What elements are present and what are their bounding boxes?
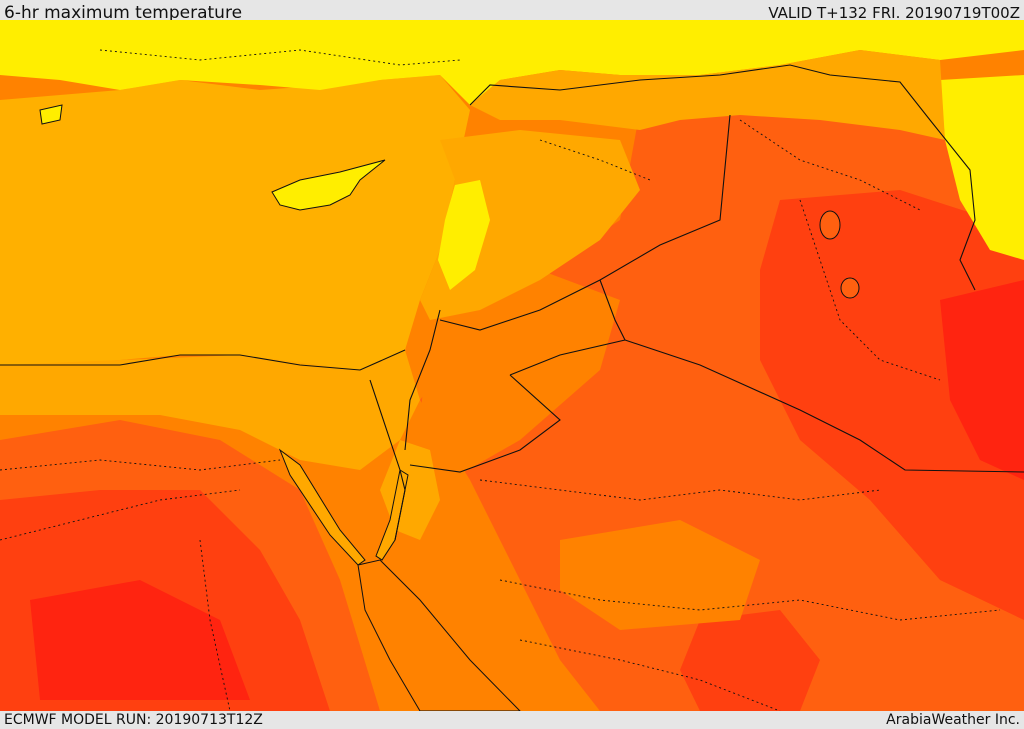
red-zone-east: [940, 280, 1024, 480]
lake-tharthar: [819, 210, 841, 240]
crete: [39, 104, 63, 125]
light-orange-north: [470, 50, 945, 140]
yellow-zagros: [940, 75, 1024, 260]
light-orange-levant: [420, 130, 640, 320]
province-borders: [0, 49, 1001, 711]
red-sea: [357, 559, 521, 711]
light-orange-belt-egypt: [0, 350, 420, 470]
orange-patch-jordan: [420, 270, 620, 480]
orange-patch-south: [560, 520, 760, 630]
mediterranean-sea: [0, 75, 470, 370]
valid-time: VALID T+132 FRI. 20190719T00Z: [768, 4, 1020, 22]
yellow-lebanon: [438, 180, 490, 290]
footer-bar: [0, 711, 1024, 729]
red-zone-west: [30, 580, 250, 700]
model-run-label: ECMWF MODEL RUN: 20190713T12Z: [4, 712, 263, 728]
credit-label: ArabiaWeather Inc.: [886, 712, 1020, 728]
cyprus: [271, 159, 386, 211]
map-title: 6-hr maximum temperature: [4, 3, 243, 23]
yellow-turkey-coast: [0, 20, 1024, 105]
country-borders: [0, 64, 1024, 541]
gulf-of-suez: [278, 448, 366, 566]
gulf-of-aqaba: [375, 469, 409, 561]
temperature-map: [0, 20, 1024, 711]
header-bar: [0, 0, 1024, 20]
lake-razazza: [840, 277, 860, 299]
